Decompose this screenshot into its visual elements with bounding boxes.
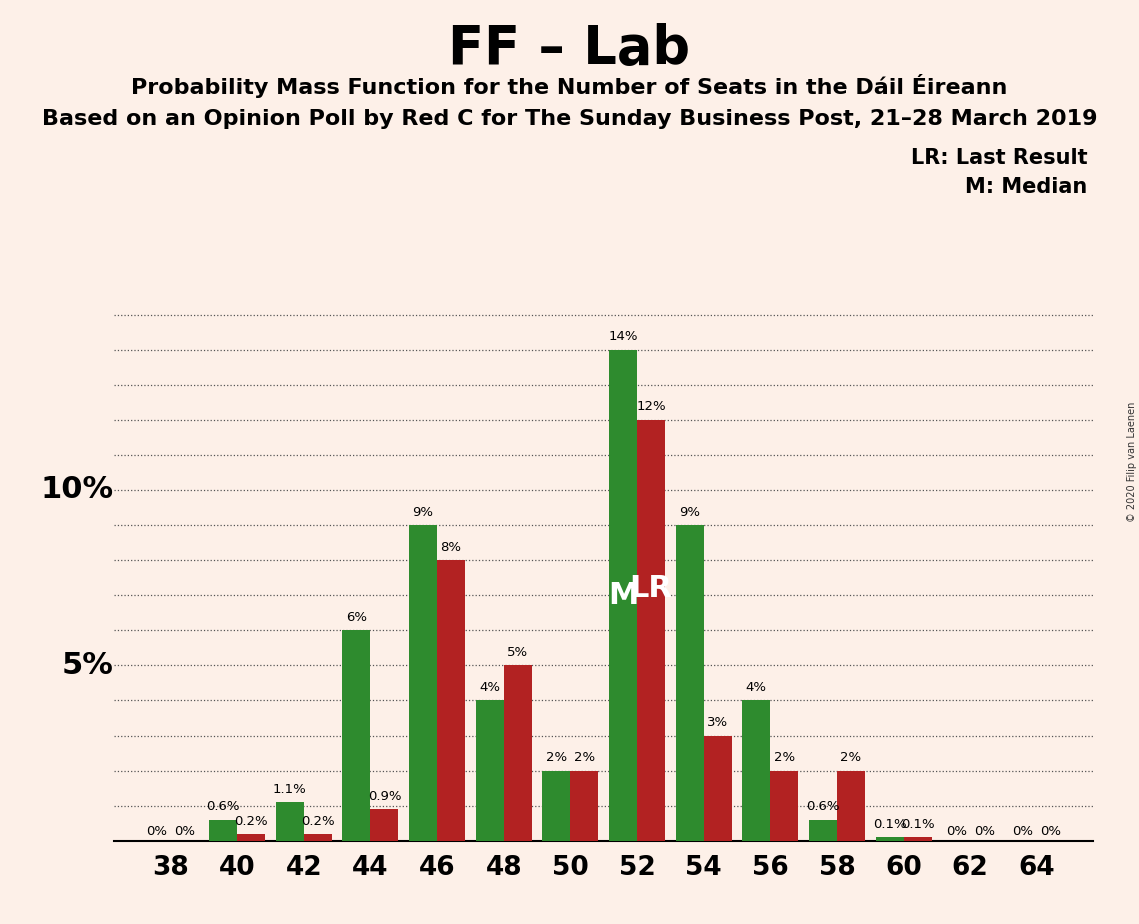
Text: 0%: 0% (945, 825, 967, 838)
Text: 0.9%: 0.9% (368, 790, 401, 803)
Text: M: M (608, 580, 638, 610)
Text: 0%: 0% (974, 825, 994, 838)
Bar (437, 560, 465, 841)
Bar (876, 837, 903, 841)
Text: 0.6%: 0.6% (206, 800, 240, 813)
Text: 12%: 12% (637, 400, 666, 413)
Text: LR: Last Result: LR: Last Result (911, 148, 1088, 168)
Text: 2%: 2% (546, 751, 567, 764)
Text: 2%: 2% (773, 751, 795, 764)
Text: 14%: 14% (608, 330, 638, 344)
Text: Based on an Opinion Poll by Red C for The Sunday Business Post, 21–28 March 2019: Based on an Opinion Poll by Red C for Th… (42, 109, 1097, 129)
Bar (343, 630, 370, 841)
Text: 1.1%: 1.1% (273, 783, 306, 796)
Text: 5%: 5% (507, 646, 528, 659)
Bar (571, 771, 598, 841)
Bar (304, 833, 331, 841)
Bar (809, 820, 837, 841)
Text: 8%: 8% (441, 541, 461, 553)
Bar (704, 736, 731, 841)
Text: 0.1%: 0.1% (872, 818, 907, 831)
Bar (276, 802, 304, 841)
Text: 4%: 4% (480, 681, 500, 694)
Text: M: Median: M: Median (966, 177, 1088, 198)
Text: 0%: 0% (146, 825, 167, 838)
Bar (609, 349, 637, 841)
Text: FF – Lab: FF – Lab (449, 23, 690, 75)
Bar (743, 700, 770, 841)
Bar (542, 771, 571, 841)
Text: 0.6%: 0.6% (806, 800, 839, 813)
Text: LR: LR (630, 574, 672, 602)
Text: 10%: 10% (41, 476, 114, 505)
Text: 0.2%: 0.2% (301, 815, 335, 828)
Bar (476, 700, 503, 841)
Text: 0.1%: 0.1% (901, 818, 934, 831)
Text: 0%: 0% (1040, 825, 1062, 838)
Bar (637, 419, 665, 841)
Bar (503, 665, 532, 841)
Text: © 2020 Filip van Laenen: © 2020 Filip van Laenen (1126, 402, 1137, 522)
Bar (409, 525, 437, 841)
Text: 2%: 2% (841, 751, 861, 764)
Text: 6%: 6% (346, 611, 367, 624)
Bar (837, 771, 865, 841)
Text: 4%: 4% (746, 681, 767, 694)
Bar (370, 809, 399, 841)
Text: 5%: 5% (62, 650, 114, 680)
Text: 9%: 9% (412, 505, 434, 518)
Text: 0%: 0% (174, 825, 195, 838)
Text: 0.2%: 0.2% (235, 815, 268, 828)
Bar (675, 525, 704, 841)
Text: 9%: 9% (679, 505, 700, 518)
Text: 0%: 0% (1013, 825, 1033, 838)
Bar (770, 771, 798, 841)
Bar (903, 837, 932, 841)
Text: 3%: 3% (707, 716, 728, 729)
Bar (210, 820, 237, 841)
Text: 2%: 2% (574, 751, 595, 764)
Text: Probability Mass Function for the Number of Seats in the Dáil Éireann: Probability Mass Function for the Number… (131, 74, 1008, 98)
Bar (237, 833, 265, 841)
